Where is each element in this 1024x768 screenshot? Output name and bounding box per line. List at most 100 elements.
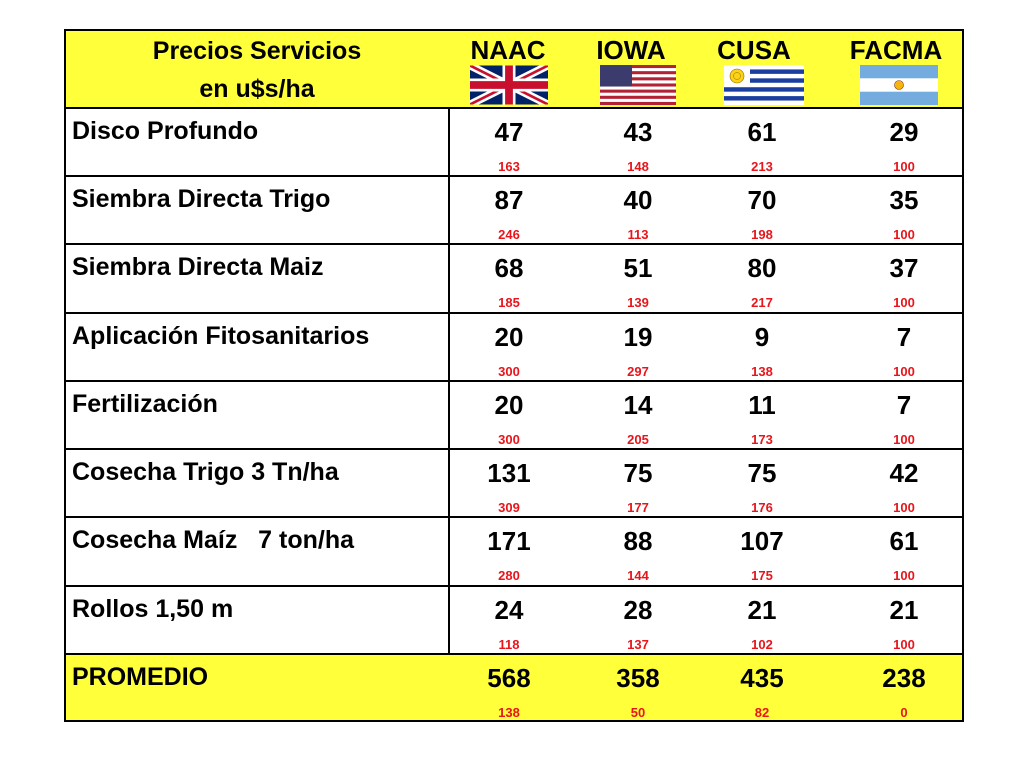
row-label: Aplicación Fitosanitarios <box>72 322 370 350</box>
value-facma: 29 <box>889 117 919 147</box>
header-title-line2: en u$s/ha <box>199 75 315 103</box>
row-label: Cosecha Maíz 7 ton/ha <box>72 526 355 554</box>
index-naac: 185 <box>498 295 520 310</box>
index-facma: 100 <box>893 159 915 174</box>
value-facma: 21 <box>889 595 919 625</box>
uruguay-flag-icon <box>724 65 804 105</box>
index-naac: 300 <box>498 432 520 447</box>
index-facma: 100 <box>893 364 915 379</box>
value-naac: 47 <box>494 117 524 147</box>
index-cusa: 213 <box>751 159 773 174</box>
value-facma: 7 <box>896 322 912 352</box>
value-iowa: 358 <box>616 663 660 693</box>
table-row: Aplicación Fitosanitarios 20 19 9 7 300 … <box>66 312 962 380</box>
table-row: Cosecha Trigo 3 Tn/ha 131 75 75 42 309 1… <box>66 448 962 516</box>
index-iowa: 144 <box>627 568 649 583</box>
index-facma: 100 <box>893 568 915 583</box>
price-table: Precios Servicios en u$s/ha NAAC IOWA CU… <box>64 29 964 722</box>
usa-flag-icon <box>600 65 676 105</box>
value-naac: 20 <box>494 322 524 352</box>
value-naac: 568 <box>487 663 531 693</box>
index-cusa: 176 <box>751 500 773 515</box>
index-facma: 100 <box>893 295 915 310</box>
index-naac: 280 <box>498 568 520 583</box>
value-iowa: 51 <box>623 253 653 283</box>
row-label: Cosecha Trigo 3 Tn/ha <box>72 458 339 486</box>
index-cusa: 173 <box>751 432 773 447</box>
value-facma: 7 <box>896 390 912 420</box>
value-naac: 131 <box>487 458 531 488</box>
index-iowa: 297 <box>627 364 649 379</box>
index-naac: 118 <box>498 637 520 652</box>
value-cusa: 61 <box>747 117 777 147</box>
uk-flag-icon <box>470 65 548 105</box>
column-divider <box>448 31 450 720</box>
value-facma: 61 <box>889 526 919 556</box>
index-cusa: 217 <box>751 295 773 310</box>
country-cusa: CUSA <box>717 35 791 65</box>
value-facma: 37 <box>889 253 919 283</box>
index-iowa: 148 <box>627 159 649 174</box>
value-naac: 87 <box>494 185 524 215</box>
value-naac: 68 <box>494 253 524 283</box>
value-iowa: 88 <box>623 526 653 556</box>
country-iowa: IOWA <box>596 35 666 65</box>
value-iowa: 28 <box>623 595 653 625</box>
country-facma: FACMA <box>849 35 943 65</box>
value-cusa: 9 <box>754 322 770 352</box>
value-iowa: 40 <box>623 185 653 215</box>
value-cusa: 75 <box>747 458 777 488</box>
index-naac: 309 <box>498 500 520 515</box>
value-cusa: 80 <box>747 253 777 283</box>
index-facma: 100 <box>893 227 915 242</box>
index-iowa: 139 <box>627 295 649 310</box>
index-cusa: 138 <box>751 364 773 379</box>
value-facma: 35 <box>889 185 919 215</box>
table-row: Siembra Directa Maiz 68 51 80 37 185 139… <box>66 243 962 312</box>
value-cusa: 70 <box>747 185 777 215</box>
table-row: Siembra Directa Trigo 87 40 70 35 246 11… <box>66 175 962 243</box>
argentina-flag-icon <box>860 65 938 105</box>
value-cusa: 435 <box>740 663 784 693</box>
index-iowa: 50 <box>630 705 646 720</box>
header-row: Precios Servicios en u$s/ha NAAC IOWA CU… <box>66 31 962 107</box>
index-cusa: 82 <box>754 705 770 720</box>
value-cusa: 107 <box>740 526 784 556</box>
index-cusa: 198 <box>751 227 773 242</box>
table-row: Cosecha Maíz 7 ton/ha 171 88 107 61 280 … <box>66 516 962 585</box>
index-iowa: 177 <box>627 500 649 515</box>
value-naac: 24 <box>494 595 524 625</box>
index-facma: 0 <box>900 705 908 720</box>
row-label: Disco Profundo <box>72 117 259 145</box>
index-iowa: 205 <box>627 432 649 447</box>
row-label: Siembra Directa Maiz <box>72 253 324 281</box>
index-iowa: 137 <box>627 637 649 652</box>
country-naac: NAAC <box>470 35 546 65</box>
table-row: Fertilización 20 14 11 7 300 205 173 100 <box>66 380 962 448</box>
index-naac: 246 <box>498 227 520 242</box>
table-row: Disco Profundo 47 43 61 29 163 148 213 1… <box>66 107 962 175</box>
value-iowa: 19 <box>623 322 653 352</box>
value-facma: 238 <box>882 663 926 693</box>
value-iowa: 43 <box>623 117 653 147</box>
value-naac: 20 <box>494 390 524 420</box>
index-naac: 163 <box>498 159 520 174</box>
index-naac: 300 <box>498 364 520 379</box>
index-cusa: 102 <box>751 637 773 652</box>
promedio-row: PROMEDIO 568 358 435 238 138 50 82 0 <box>66 653 962 720</box>
value-cusa: 21 <box>747 595 777 625</box>
index-iowa: 113 <box>627 227 649 242</box>
index-facma: 100 <box>893 500 915 515</box>
row-label: Rollos 1,50 m <box>72 595 234 623</box>
value-facma: 42 <box>889 458 919 488</box>
promedio-label: PROMEDIO <box>72 663 209 691</box>
value-naac: 171 <box>487 526 531 556</box>
row-label: Fertilización <box>72 390 218 418</box>
index-facma: 100 <box>893 637 915 652</box>
row-label: Siembra Directa Trigo <box>72 185 331 213</box>
index-cusa: 175 <box>751 568 773 583</box>
value-iowa: 14 <box>623 390 653 420</box>
value-cusa: 11 <box>748 390 776 420</box>
table-row: Rollos 1,50 m 24 28 21 21 118 137 102 10… <box>66 585 962 653</box>
value-iowa: 75 <box>623 458 653 488</box>
